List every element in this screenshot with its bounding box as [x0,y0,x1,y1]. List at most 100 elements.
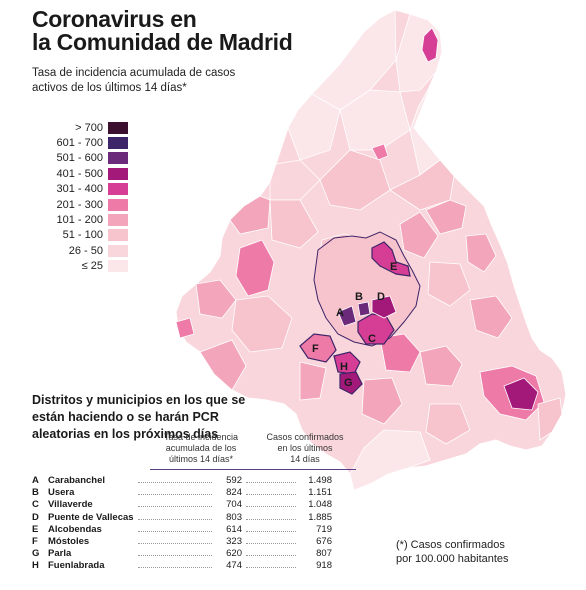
legend-swatch [108,152,128,165]
table-row: C Villaverde 704 1.048 [32,499,332,511]
row-rate: 620 [226,548,242,560]
dot-leader [138,542,212,544]
dot-leader [138,530,212,532]
legend-swatch [108,260,128,273]
legend-item: > 700 [40,120,128,135]
madrid-city [299,231,421,395]
municipality [465,233,497,273]
legend-item: 301 - 400 [40,182,128,197]
map-label-b: B [355,291,363,303]
dot-leader [138,506,212,508]
legend-swatch [108,214,128,227]
column-head-cases: Casos confirmados en los últimos 14 días [266,432,344,464]
municipality [419,345,463,387]
municipality [195,279,237,319]
dot-leader [246,506,296,508]
municipality [379,333,421,373]
row-rate: 824 [226,487,242,499]
row-cases: 807 [316,548,332,560]
legend-swatch [108,121,128,134]
district-b-usera [357,301,371,317]
dot-leader [246,518,296,520]
legend-item: 101 - 200 [40,212,128,227]
dot-leader [138,567,212,569]
legend-label: 51 - 100 [62,229,103,242]
row-code: C [32,499,39,511]
district-c-villaverde [357,313,395,345]
row-code: F [32,535,38,547]
row-name: Móstoles [48,535,90,547]
district-e-alcobendas [371,241,411,277]
legend-swatch [108,167,128,180]
legend-label: 301 - 400 [56,183,103,196]
dot-leader [246,555,296,557]
legend-swatch [108,244,128,257]
table-row: E Alcobendas 614 719 [32,524,332,536]
district-d-vallecas [371,295,397,319]
municipality [469,295,513,339]
legend-item: 51 - 100 [40,228,128,243]
row-name: Carabanchel [48,475,106,486]
district-h-fuenlabrada [333,351,361,375]
legend-swatch [108,198,128,211]
municipality [299,361,327,401]
dot-leader [246,567,296,569]
legend-swatch [108,183,128,196]
table-row: B Usera 824 1.151 [32,487,332,499]
map-label-c: C [368,333,376,345]
row-code: H [32,560,39,572]
map-label-f: F [312,343,319,355]
table-row: D Puente de Vallecas 803 1.885 [32,512,332,524]
map-subtitle: Tasa de incidencia acumulada de casos ac… [32,67,236,94]
legend-label: 26 - 50 [68,244,103,257]
dot-leader [138,494,212,496]
row-cases: 1.885 [308,511,332,523]
row-name: Villaverde [48,499,93,511]
row-name: Puente de Vallecas [48,511,134,523]
row-cases: 719 [316,523,332,535]
row-rate: 592 [226,475,242,486]
pcr-table: A Carabanchel 592 1.498 B Usera 824 1.151 C Villa… [32,475,332,573]
row-code: D [32,511,39,523]
dot-leader [246,482,296,483]
dot-leader [246,530,296,532]
legend-item: 201 - 300 [40,197,128,212]
municipality [231,295,293,353]
table-row: H Fuenlabrada 474 918 [32,560,332,572]
dot-leader [138,518,212,520]
legend-swatch [108,229,128,242]
column-head-rate: Tasa de incidencia acumulada de los últi… [163,432,239,464]
row-rate: 803 [226,511,242,523]
legend-swatch [108,137,128,150]
dot-leader [138,555,212,557]
row-code: G [32,548,40,560]
municipality [361,377,403,425]
table-row: F Móstoles 323 676 [32,536,332,548]
municipality [389,159,455,211]
row-rate: 323 [226,535,242,547]
map-label-e: E [390,261,397,273]
legend-label: 101 - 200 [56,214,103,227]
row-name: Alcobendas [48,523,102,535]
district-g-parla [339,371,363,395]
header-rule [150,469,356,470]
municipality [175,317,195,339]
district-a-carabanchel [337,305,357,327]
map-labels: A B C D E F G H [312,261,397,389]
color-legend: > 700 601 - 700 501 - 600 401 - 500 301 - 40… [40,120,128,274]
pcr-heading: Distritos y municipios en los que se est… [32,393,246,441]
row-name: Parla [48,548,72,560]
dot-leader [246,542,296,544]
map-label-g: G [344,377,353,389]
map-label-d: D [377,291,385,303]
legend-item: ≤ 25 [40,259,128,274]
row-cases: 1.498 [308,475,332,486]
row-cases: 1.151 [308,487,332,499]
title-line-2: la Comunidad de Madrid [32,29,293,55]
row-code: A [32,475,39,486]
municipality [425,403,471,445]
legend-label: 201 - 300 [56,198,103,211]
row-rate: 614 [226,523,242,535]
municipality [425,199,467,235]
